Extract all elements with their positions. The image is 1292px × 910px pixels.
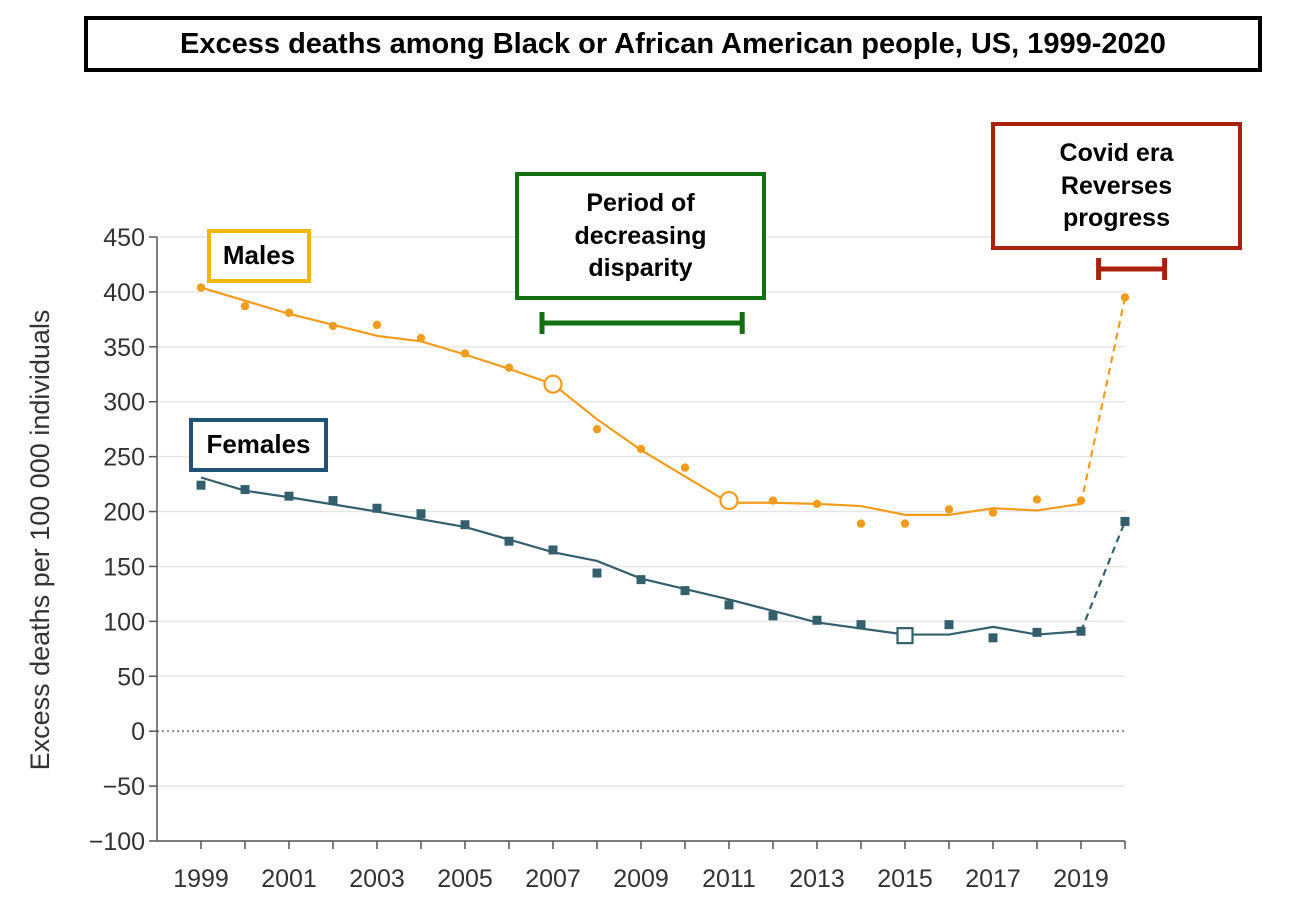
period-annotation-text: Period of decreasing disparity (574, 189, 707, 283)
data-point-males (680, 463, 690, 472)
axes (149, 236, 1126, 849)
joinpoint-males (543, 374, 563, 394)
data-point-females (548, 545, 558, 555)
projection-line-females (1079, 521, 1127, 632)
data-point-males (856, 519, 866, 528)
y-axis-title: Excess deaths per 100 000 individuals (25, 310, 55, 771)
y-tick-label: 50 (117, 663, 145, 691)
data-point-males (1076, 496, 1086, 505)
x-tick-label: 2011 (702, 865, 756, 893)
data-point-males (328, 321, 338, 331)
data-point-males (416, 333, 426, 343)
y-tick-label: 100 (103, 608, 145, 636)
period-brackets (539, 258, 1168, 334)
data-point-females (372, 503, 382, 513)
data-point-females (196, 480, 206, 490)
trend-line-males (200, 286, 1082, 516)
period-bracket (539, 312, 745, 334)
x-tick-label: 2015 (877, 865, 933, 893)
series-females (196, 476, 1130, 645)
y-tick-label: 200 (103, 499, 145, 527)
males-label: Males (207, 229, 311, 283)
data-point-females (416, 509, 426, 519)
y-tick-label: 450 (103, 224, 145, 252)
x-tick-label: 2003 (349, 865, 405, 893)
x-tick-label: 2017 (965, 865, 1021, 893)
data-point-males (944, 505, 954, 514)
y-tick-label: −100 (89, 828, 145, 856)
covid-bracket (1096, 258, 1168, 280)
joinpoint-females (896, 627, 914, 645)
data-point-females (636, 575, 646, 585)
data-point-males (636, 444, 646, 454)
data-point-males (812, 499, 822, 509)
period-annotation: Period of decreasing disparity (515, 172, 766, 300)
data-point-females (240, 485, 250, 495)
data-point-females (1032, 627, 1042, 637)
y-tick-label: 400 (103, 279, 145, 307)
males-label-text: Males (222, 240, 296, 271)
data-point-females (504, 536, 514, 546)
x-tick-label: 1999 (173, 865, 229, 893)
chart-title: Excess deaths among Black or African Ame… (84, 16, 1262, 72)
x-tick-label: 2001 (261, 865, 317, 893)
data-point-males (284, 308, 294, 317)
females-label: Females (189, 418, 328, 472)
data-point-females (460, 520, 470, 530)
x-tick-label: 2019 (1053, 865, 1109, 893)
data-point-females (328, 496, 338, 506)
x-tick-label: 2009 (613, 865, 669, 893)
data-point-females (284, 491, 294, 501)
covid-annotation: Covid era Reverses progress (991, 122, 1242, 250)
y-tick-label: 250 (103, 444, 145, 472)
joinpoint-males (719, 490, 739, 511)
data-point-males (900, 519, 910, 528)
data-point-females (988, 633, 998, 643)
y-tick-label: 300 (103, 389, 145, 417)
grid-lines (157, 236, 1125, 842)
data-point-males (196, 283, 206, 292)
projection-line-males (1079, 297, 1127, 505)
data-point-females (1076, 626, 1086, 636)
y-tick-label: 0 (131, 718, 145, 746)
females-label-text: Females (206, 429, 311, 460)
data-point-males (504, 363, 514, 372)
data-point-females (856, 620, 866, 630)
data-point-females (768, 611, 778, 621)
data-point-females (812, 615, 822, 625)
data-point-females (680, 586, 690, 596)
x-tick-label: 2005 (437, 865, 493, 893)
y-tick-label: −50 (103, 773, 145, 801)
data-point-males (240, 301, 250, 311)
data-point-females (944, 620, 954, 630)
data-point-males (372, 320, 382, 330)
data-point-males (592, 424, 602, 434)
data-point-females (1120, 516, 1130, 526)
data-point-males (768, 496, 778, 505)
data-point-males (460, 349, 470, 358)
data-point-males (1032, 495, 1042, 504)
x-tick-labels: 1999 2001 2003 2005 2007 2009 2011 2013 2015 2017… (173, 865, 1109, 893)
series (196, 283, 1130, 645)
data-point-males (988, 508, 998, 517)
x-tick-label: 2013 (789, 865, 845, 893)
data-point-females (592, 568, 602, 578)
series-males (196, 283, 1130, 528)
y-tick-labels: 450 400 350 300 250 200 150 100 50 0 −50 −100 (89, 224, 145, 856)
covid-annotation-text: Covid era Reverses progress (1059, 139, 1174, 233)
x-tick-label: 2007 (525, 865, 581, 893)
data-point-females (724, 600, 734, 610)
y-tick-label: 350 (103, 334, 145, 362)
data-point-males (1120, 293, 1130, 302)
y-tick-label: 150 (103, 553, 145, 581)
